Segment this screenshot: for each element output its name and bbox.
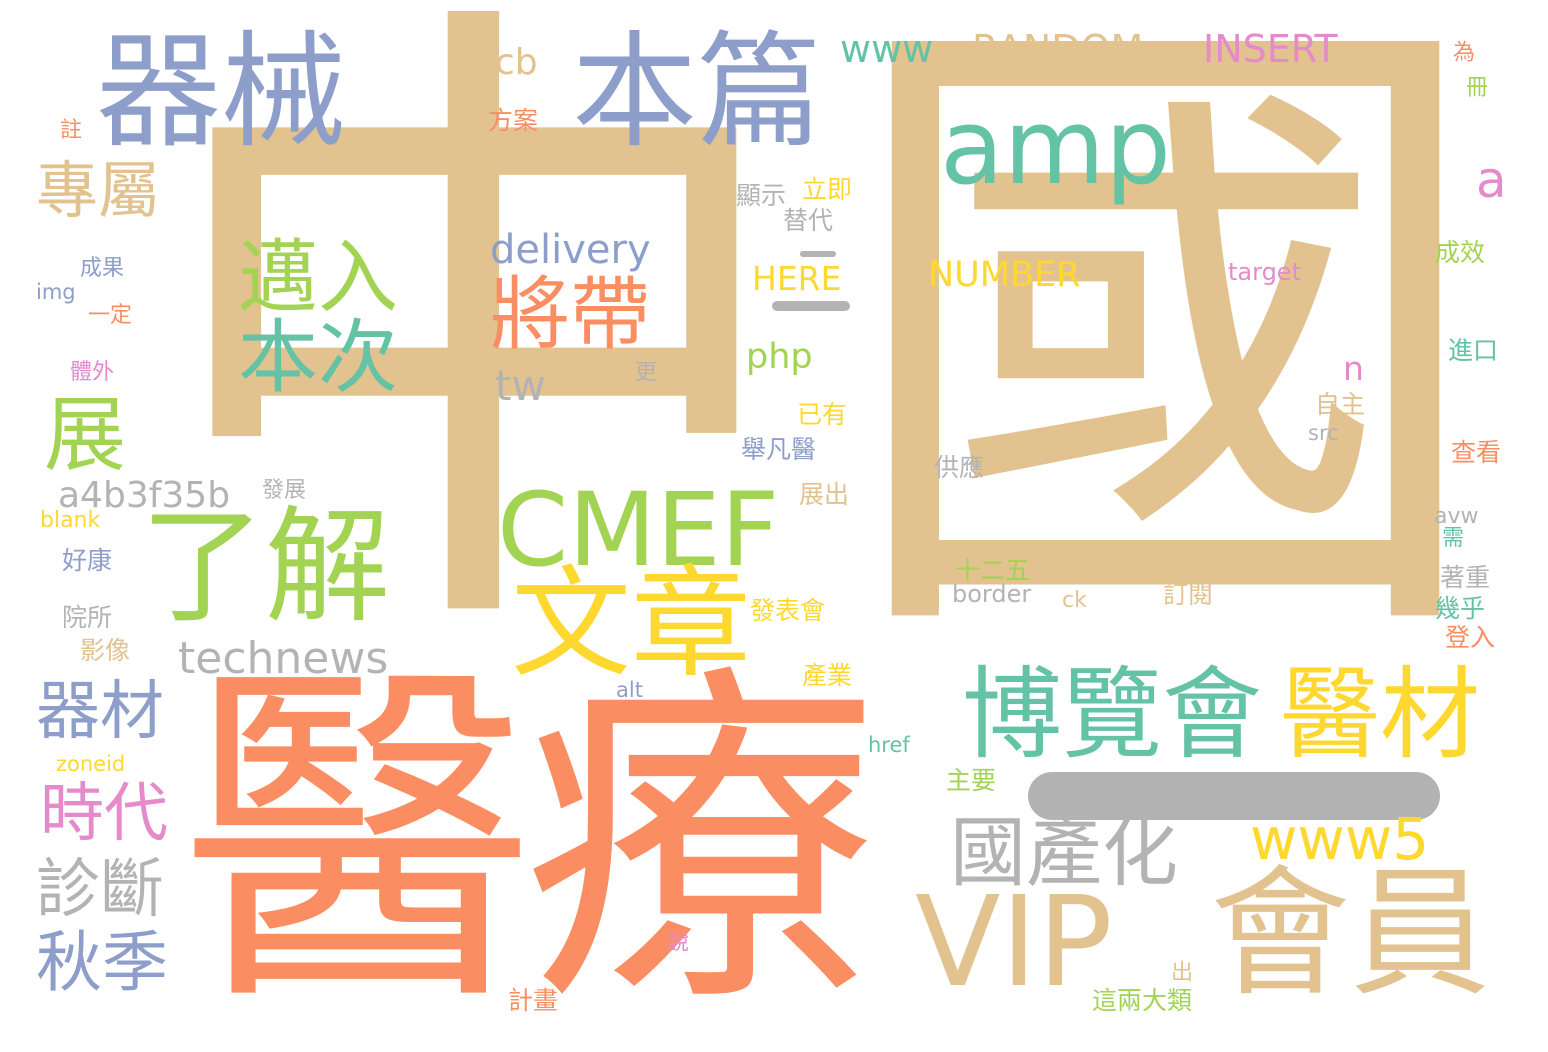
word-jinkou: 進口 [1448,336,1499,365]
word-cmef: CMEF [497,471,780,590]
word-zhuanshu: 專屬 [36,154,161,227]
word-chengguo: 成果 [80,256,125,281]
word-maoru: 邁入 [238,231,398,324]
word-fabiaohui: 發表會 [750,596,826,625]
word-ck: ck [1062,588,1087,613]
word-zhuyao: 主要 [946,766,997,795]
word-qicai: 器材 [36,675,164,749]
word-n: n [1343,349,1364,388]
word-cb: cb [495,42,538,83]
word-chengxiao: 成效 [1435,238,1486,267]
word-shidai: 時代 [40,777,168,851]
word-yiding: 一定 [88,303,133,328]
word-zhong: 中 [150,0,800,711]
word-target: target [1228,258,1301,286]
word-src: src [1308,421,1339,445]
dash-glyph-small [772,301,850,311]
word-alt: alt [616,678,643,702]
word-jufanyi: 舉凡醫 [741,435,817,464]
word-www: www [840,27,934,71]
word-liji: 立即 [802,175,853,204]
word-benpian: 本篇 [572,20,822,165]
word-here: HERE [752,259,842,298]
word-shuo: 說 [663,930,688,950]
word-guochanhua: 國產化 [950,808,1178,897]
word-tiwai: 體外 [70,360,115,385]
word-yiyou: 已有 [797,400,848,429]
word-delivery: delivery [490,227,651,273]
word-blank: blank [40,508,101,533]
word-bolanhui: 博覽會 [962,656,1262,773]
word-fangan: 方案 [488,106,539,135]
word-gongying: 供應 [934,453,985,482]
word-wei: 為 [1449,40,1474,60]
word-amp: amp [940,86,1172,208]
word-zhanchu: 展出 [799,480,850,509]
word-yingxiang: 影像 [80,636,131,665]
word-href: href [868,733,910,757]
word-yicai: 醫材 [1280,656,1480,773]
word-huiyuan: 會員 [1210,853,1491,1016]
word-benci: 本次 [238,311,398,404]
word-a4b3f35b: a4b3f35b [58,475,231,516]
word-zizhu: 自主 [1315,390,1366,419]
word-tw: tw [495,361,546,410]
word-xu: 需 [1442,526,1465,551]
word-zhu: 註 [60,118,83,143]
word-chakan: 查看 [1451,438,1502,467]
word-jiangdai: 將帶 [490,268,650,361]
word-php: php [746,337,813,377]
word-ce: 冊 [1462,75,1487,95]
word-shierwu: 十二五 [955,556,1031,585]
word-qiuji: 秋季 [36,924,168,1001]
word-chu: 出 [1167,960,1192,980]
word-wenzhang: 文章 [511,555,751,694]
word-jihua: 計畫 [508,986,559,1015]
word-zhan: 展 [44,388,127,483]
word-random: RANDOM [972,27,1144,71]
word-jihu: 幾乎 [1435,594,1486,623]
dash-glyph-large [1028,772,1440,820]
word-img: img [36,280,76,304]
word-www5: www5 [1250,805,1430,873]
dash-glyph-tiny [800,251,836,257]
word-fazhan: 發展 [262,478,307,503]
word-a: a [1476,151,1507,209]
word-haokang: 好康 [62,546,113,575]
word-zhuozhong: 著重 [1440,563,1491,592]
word-border: border [952,580,1032,608]
word-dengru: 登入 [1445,623,1496,652]
word-qixie: 器械 [96,20,346,165]
word-liaojie: 了解 [140,495,390,640]
word-zhenduan: 診斷 [36,853,164,927]
word-number: NUMBER [928,255,1081,295]
word-zoneid: zoneid [56,752,126,776]
word-tidai: 替代 [783,206,834,235]
word-yiliao: 醫療 [180,635,878,1049]
word-vip: VIP [915,870,1113,1015]
word-geng: 更 [631,360,656,380]
word-technews: technews [178,633,389,684]
word-guo: 國 [838,0,1493,716]
word-avw: avw [1434,504,1479,529]
word-zheliang: 這兩大類 [1092,986,1193,1015]
word-chanye: 產業 [802,661,853,690]
word-insert: INSERT [1203,27,1338,71]
word-dingyue: 訂閱 [1163,580,1214,609]
word-xianshi: 顯示 [736,181,787,210]
word-yuansuo: 院所 [62,603,113,632]
